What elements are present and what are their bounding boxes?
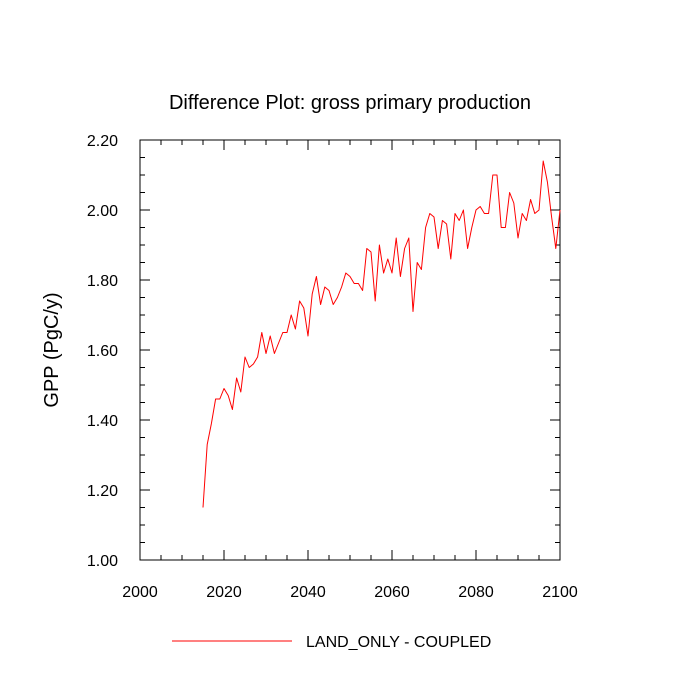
y-tick-label: 1.80 [87, 273, 118, 290]
legend: LAND_ONLY - COUPLED [172, 634, 491, 651]
x-tick-labels: 2000 2020 2040 2060 2080 2100 [122, 584, 578, 601]
x-tick-label: 2060 [374, 584, 410, 601]
y-tick-label: 2.20 [87, 133, 118, 150]
x-tick-label: 2000 [122, 584, 158, 601]
x-tick-label: 2100 [542, 584, 578, 601]
plot-frame [139, 139, 561, 561]
series-layer [202, 160, 561, 508]
x-tick-label: 2020 [206, 584, 242, 601]
y-tick-label: 2.00 [87, 203, 118, 220]
y-axis-label: GPP (PgC/y) [41, 292, 63, 407]
y-tick-label: 1.40 [87, 413, 118, 430]
x-tick-label: 2080 [458, 584, 494, 601]
y-tick-labels: 1.00 1.20 1.40 1.60 1.80 2.00 2.20 [87, 133, 118, 570]
y-tick-label: 1.00 [87, 553, 118, 570]
chart-title: Difference Plot: gross primary productio… [169, 92, 531, 114]
x-tick-label: 2040 [290, 584, 326, 601]
y-tick-label: 1.20 [87, 483, 118, 500]
y-tick-label: 1.60 [87, 343, 118, 360]
axis-ticks [139, 139, 561, 561]
legend-label: LAND_ONLY - COUPLED [306, 634, 491, 651]
plot-area [139, 139, 561, 561]
series-line [202, 160, 561, 508]
